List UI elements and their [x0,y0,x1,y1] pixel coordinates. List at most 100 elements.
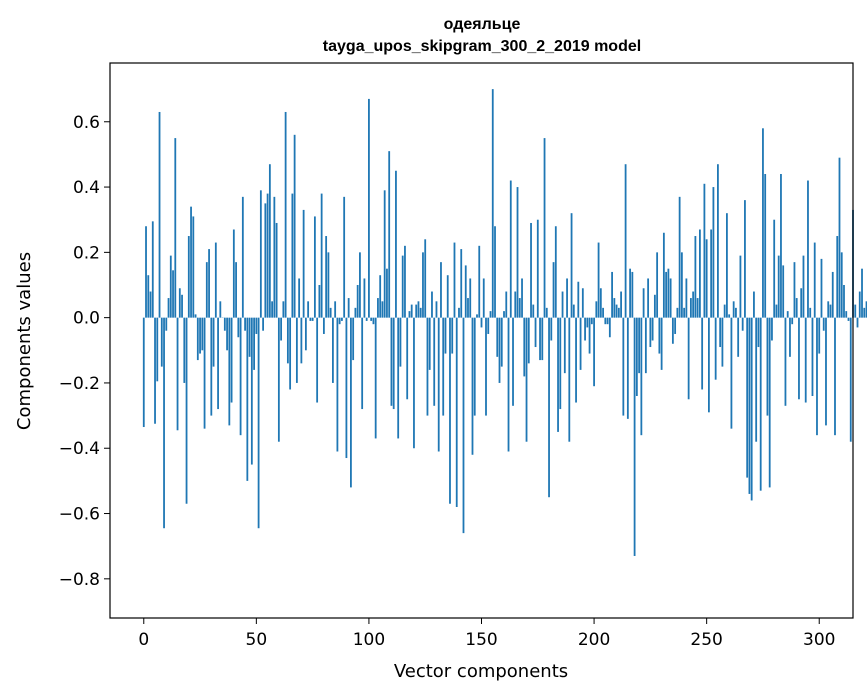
bar [793,262,796,318]
chart-title-word: одеяльце [444,16,521,33]
bar [426,317,429,416]
bar [831,271,834,318]
bar [656,252,659,318]
bar [377,298,379,318]
bar [368,98,370,318]
bar [154,317,156,424]
bar [586,317,589,328]
bar [237,317,240,338]
bar [843,285,845,318]
bar [687,317,690,400]
bar [708,317,710,413]
bar [309,317,312,321]
bar [849,317,852,442]
bar [350,317,352,488]
bar [370,317,373,321]
bar [678,196,681,318]
x-tick-label: 300 [803,630,835,650]
bar [404,245,406,318]
bar [509,180,512,318]
bar [671,317,674,344]
bar [620,291,622,318]
bar [246,317,249,481]
bar [419,307,422,318]
bar [147,275,150,318]
bar [455,317,458,507]
bar [680,252,683,318]
bar [199,317,201,354]
bar [266,193,269,318]
bar [259,190,262,318]
bar [854,304,857,318]
bar [406,317,409,400]
bar [647,278,650,318]
bar [205,262,208,318]
bar [428,317,431,370]
bar [689,298,692,318]
bar [313,216,316,318]
bar [149,291,152,318]
bar [302,209,305,318]
bar [588,317,591,354]
bar [762,128,764,318]
bar [239,317,242,436]
bar [185,317,188,504]
bar [584,317,586,341]
bar [726,213,728,318]
bar [413,317,415,449]
bar [345,317,348,459]
bar [856,317,859,328]
bar [847,317,850,321]
bar [163,317,165,529]
bar [431,291,433,318]
bar [487,317,490,334]
bar [759,317,762,491]
bar [755,317,758,442]
bar [435,301,438,318]
bar [521,278,523,318]
bar [498,317,501,383]
bar [453,242,456,318]
bar [861,268,863,318]
bar [575,317,577,403]
bar [581,288,584,318]
bar [329,307,332,318]
bar [356,285,359,318]
bar [417,301,420,318]
bar [462,317,465,534]
bar [476,314,478,318]
bar [507,317,510,452]
bar [858,291,861,318]
bar [226,317,228,351]
bar [338,317,341,325]
y-tick-label: 0.4 [73,178,100,198]
bar [863,307,866,318]
bar [577,281,580,318]
bar [791,317,794,325]
bar [809,307,812,318]
bar [631,271,634,318]
bar [469,278,472,318]
bar [316,317,319,403]
bar [208,249,210,318]
bar [638,317,641,374]
bar [667,268,670,318]
x-tick-label: 50 [246,630,268,650]
bar [728,314,731,318]
bar [442,317,445,416]
bar [410,304,413,318]
bar [730,317,733,429]
bar [721,317,724,367]
bar [527,317,530,364]
bar [845,311,848,318]
bar [717,164,719,318]
bar [559,317,562,410]
bar [723,304,726,318]
bar-series [142,89,867,556]
bar [840,252,843,318]
bar [210,317,213,416]
bar [244,317,246,331]
bar [449,317,451,504]
bar [424,239,427,318]
bar [557,317,559,432]
